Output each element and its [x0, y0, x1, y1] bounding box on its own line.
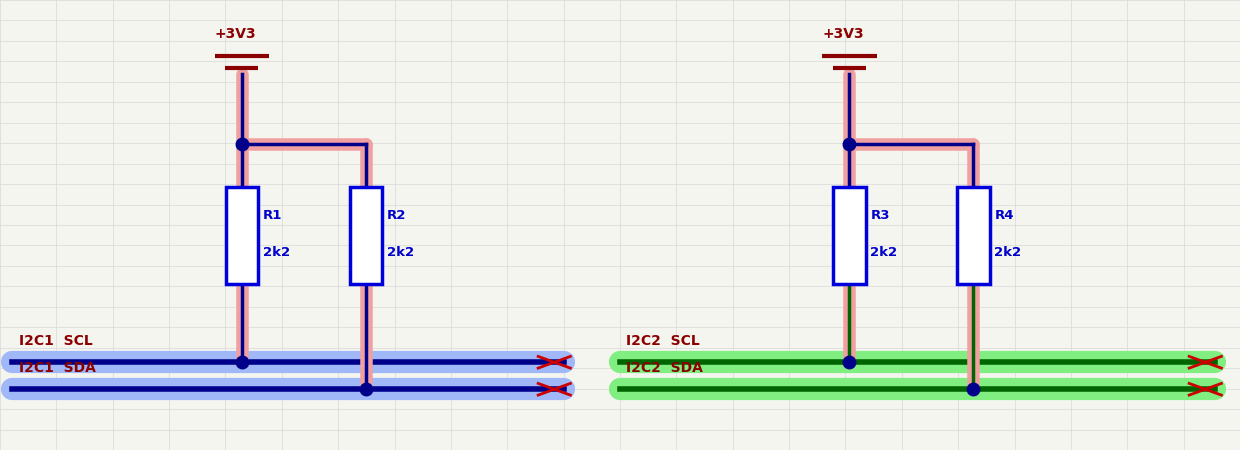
Text: 2k2: 2k2 — [263, 246, 290, 259]
Text: 2k2: 2k2 — [870, 246, 898, 259]
Text: I2C2  SDA: I2C2 SDA — [626, 360, 703, 375]
Text: +3V3: +3V3 — [822, 27, 864, 40]
Bar — [350, 187, 382, 284]
Text: I2C1  SDA: I2C1 SDA — [19, 360, 95, 375]
Text: R4: R4 — [994, 209, 1014, 222]
Text: R3: R3 — [870, 209, 890, 222]
Text: R1: R1 — [263, 209, 283, 222]
Text: R2: R2 — [387, 209, 407, 222]
Text: I2C2  SCL: I2C2 SCL — [626, 333, 699, 348]
Bar — [957, 187, 990, 284]
Text: I2C1  SCL: I2C1 SCL — [19, 333, 92, 348]
Bar — [833, 187, 866, 284]
Bar — [226, 187, 258, 284]
Text: 2k2: 2k2 — [994, 246, 1022, 259]
Text: 2k2: 2k2 — [387, 246, 414, 259]
Text: +3V3: +3V3 — [215, 27, 257, 40]
